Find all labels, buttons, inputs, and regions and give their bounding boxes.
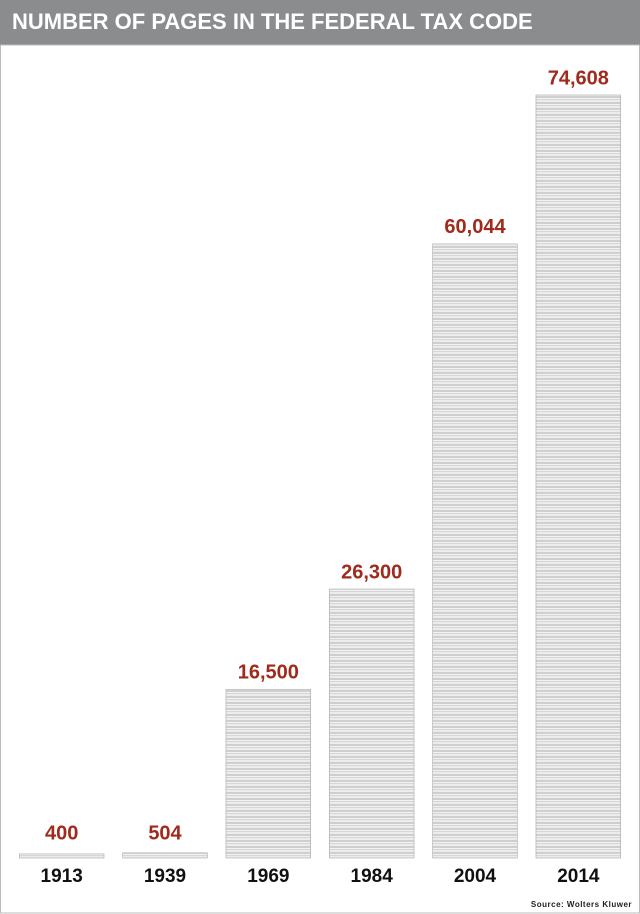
paper-stack bbox=[225, 688, 311, 859]
x-tick-label: 2014 bbox=[557, 866, 600, 887]
x-tick-label: 1984 bbox=[351, 866, 394, 887]
x-tick-label: 1913 bbox=[41, 866, 83, 887]
title-bar bbox=[0, 0, 640, 45]
paper-stack bbox=[328, 588, 415, 859]
x-tick-label: 1969 bbox=[247, 866, 289, 887]
chart-title: NUMBER OF PAGES IN THE FEDERAL TAX CODE bbox=[12, 9, 533, 34]
paper-stack bbox=[535, 94, 622, 859]
paper-stack bbox=[432, 243, 518, 859]
value-label: 60,044 bbox=[444, 216, 506, 238]
value-label: 504 bbox=[148, 822, 182, 844]
source: Source: Wolters Kluwer bbox=[531, 900, 632, 909]
paper-stack bbox=[18, 853, 105, 859]
x-tick-label: 1939 bbox=[144, 866, 186, 887]
value-label: 16,500 bbox=[238, 662, 299, 684]
x-tick-label: 2004 bbox=[454, 866, 497, 887]
value-label: 400 bbox=[45, 822, 78, 844]
value-label: 26,300 bbox=[341, 561, 402, 583]
paper-stack bbox=[122, 852, 208, 859]
value-label: 74,608 bbox=[548, 67, 609, 89]
